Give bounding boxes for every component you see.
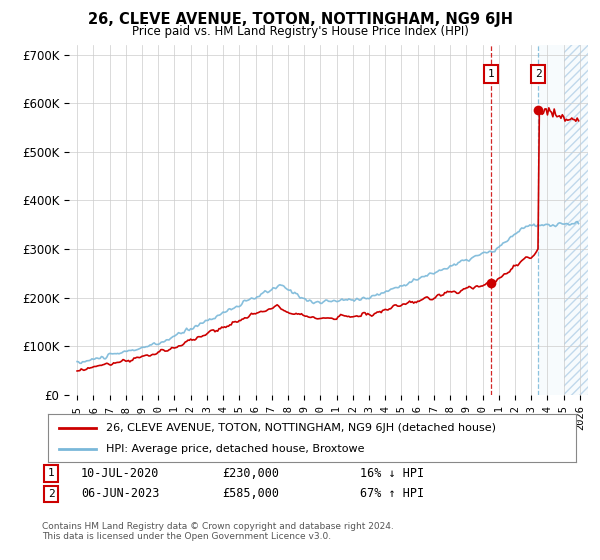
Text: 2: 2 [47,489,55,499]
Text: £585,000: £585,000 [222,487,279,501]
Bar [538,45,588,395]
Text: 67% ↑ HPI: 67% ↑ HPI [360,487,424,501]
Text: 10-JUL-2020: 10-JUL-2020 [81,466,160,480]
Bar [563,45,588,395]
Text: 1: 1 [47,468,55,478]
Text: Contains HM Land Registry data © Crown copyright and database right 2024.
This d: Contains HM Land Registry data © Crown c… [42,522,394,542]
Text: £230,000: £230,000 [222,466,279,480]
Text: 2: 2 [535,69,542,79]
Text: 26, CLEVE AVENUE, TOTON, NOTTINGHAM, NG9 6JH: 26, CLEVE AVENUE, TOTON, NOTTINGHAM, NG9… [88,12,512,27]
Text: 26, CLEVE AVENUE, TOTON, NOTTINGHAM, NG9 6JH (detached house): 26, CLEVE AVENUE, TOTON, NOTTINGHAM, NG9… [106,423,496,433]
Text: 06-JUN-2023: 06-JUN-2023 [81,487,160,501]
Text: 16% ↓ HPI: 16% ↓ HPI [360,466,424,480]
Bar [563,45,588,395]
Text: HPI: Average price, detached house, Broxtowe: HPI: Average price, detached house, Brox… [106,444,365,454]
Text: Price paid vs. HM Land Registry's House Price Index (HPI): Price paid vs. HM Land Registry's House … [131,25,469,38]
Text: 1: 1 [488,69,494,79]
